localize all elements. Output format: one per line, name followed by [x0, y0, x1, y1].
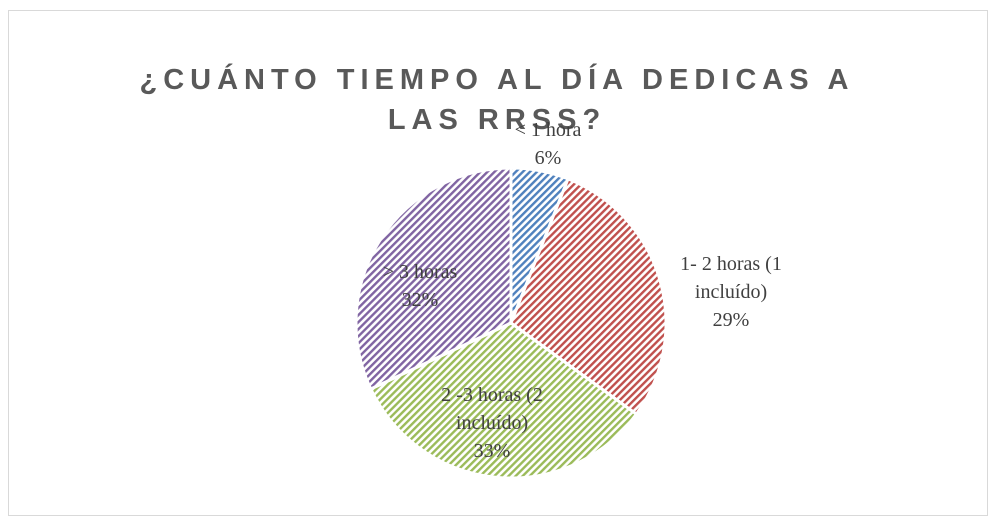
value-label: 29%	[712, 309, 750, 331]
value-label: 32%	[401, 289, 439, 311]
pie-slice	[509, 176, 668, 417]
pie-slice	[368, 321, 639, 480]
pie-slice	[354, 166, 513, 391]
category-label: > 3 horas	[382, 261, 458, 283]
value-label: 33%	[473, 440, 511, 462]
slice-label: 2 -3 horas (2 incluído) 33%	[417, 381, 567, 465]
slice-label: < 1 hora 6%	[478, 116, 618, 172]
category-label: 1- 2 horas (1 incluído)	[680, 253, 782, 303]
category-label: < 1 hora	[514, 119, 582, 141]
slice-label: > 3 horas 32%	[350, 258, 490, 314]
slice-label: 1- 2 horas (1 incluído) 29%	[656, 250, 806, 334]
chart-border	[8, 10, 988, 516]
value-label: 6%	[534, 147, 562, 169]
chart-title: ¿CUÁNTO TIEMPO AL DÍA DEDICAS A LAS RRSS…	[139, 64, 855, 136]
category-label: 2 -3 horas (2 incluído)	[441, 384, 543, 434]
